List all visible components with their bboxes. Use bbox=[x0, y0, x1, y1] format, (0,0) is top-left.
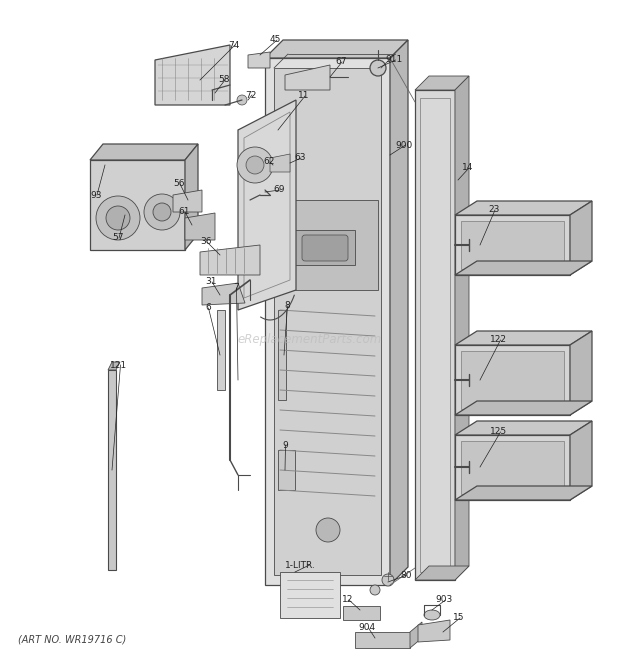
Polygon shape bbox=[277, 200, 378, 290]
Polygon shape bbox=[185, 144, 198, 250]
Text: 72: 72 bbox=[245, 91, 257, 100]
Polygon shape bbox=[390, 40, 408, 585]
Polygon shape bbox=[418, 620, 450, 642]
Text: 56: 56 bbox=[173, 180, 185, 188]
Circle shape bbox=[106, 206, 130, 230]
Text: 1-LITR.: 1-LITR. bbox=[285, 561, 316, 570]
Polygon shape bbox=[280, 572, 340, 618]
Circle shape bbox=[237, 95, 247, 105]
Polygon shape bbox=[455, 261, 592, 275]
Text: 69: 69 bbox=[273, 186, 285, 194]
Polygon shape bbox=[278, 310, 286, 400]
Polygon shape bbox=[108, 370, 116, 570]
Text: 904: 904 bbox=[358, 623, 375, 633]
Polygon shape bbox=[570, 331, 592, 415]
Polygon shape bbox=[200, 245, 260, 275]
Text: 61: 61 bbox=[178, 208, 190, 217]
Text: 7: 7 bbox=[233, 284, 239, 293]
Polygon shape bbox=[455, 331, 592, 345]
Circle shape bbox=[153, 203, 171, 221]
Polygon shape bbox=[90, 160, 185, 250]
Polygon shape bbox=[265, 58, 390, 585]
Text: 6: 6 bbox=[205, 303, 211, 313]
Polygon shape bbox=[461, 441, 564, 494]
Polygon shape bbox=[415, 566, 469, 580]
Polygon shape bbox=[355, 632, 410, 648]
Polygon shape bbox=[570, 201, 592, 275]
Text: (ART NO. WR19716 C): (ART NO. WR19716 C) bbox=[18, 635, 126, 645]
Text: eReplacementParts.com: eReplacementParts.com bbox=[238, 334, 382, 346]
Text: 62: 62 bbox=[263, 157, 275, 167]
Text: 8: 8 bbox=[284, 301, 290, 311]
Polygon shape bbox=[455, 76, 469, 580]
Polygon shape bbox=[202, 283, 245, 305]
Text: 125: 125 bbox=[490, 428, 507, 436]
Ellipse shape bbox=[424, 610, 440, 620]
Polygon shape bbox=[570, 421, 592, 500]
Polygon shape bbox=[285, 65, 330, 90]
Polygon shape bbox=[173, 190, 202, 212]
Circle shape bbox=[237, 147, 273, 183]
Text: 900: 900 bbox=[395, 141, 412, 149]
Text: 9: 9 bbox=[282, 440, 288, 449]
Polygon shape bbox=[455, 201, 592, 215]
Circle shape bbox=[144, 194, 180, 230]
Text: 14: 14 bbox=[462, 163, 474, 173]
Text: 57: 57 bbox=[112, 233, 123, 243]
Polygon shape bbox=[455, 421, 592, 435]
Text: 911: 911 bbox=[385, 56, 402, 65]
Polygon shape bbox=[278, 450, 295, 490]
Text: 23: 23 bbox=[488, 206, 499, 215]
Polygon shape bbox=[155, 45, 230, 105]
Polygon shape bbox=[343, 606, 380, 620]
Polygon shape bbox=[265, 40, 408, 58]
Circle shape bbox=[96, 196, 140, 240]
Text: 903: 903 bbox=[435, 596, 452, 605]
Polygon shape bbox=[238, 100, 296, 310]
Text: 122: 122 bbox=[490, 336, 507, 344]
Text: 12: 12 bbox=[342, 596, 353, 605]
Polygon shape bbox=[455, 215, 570, 275]
Text: 80: 80 bbox=[400, 570, 412, 580]
Polygon shape bbox=[455, 435, 570, 500]
Text: 93: 93 bbox=[90, 190, 102, 200]
FancyBboxPatch shape bbox=[302, 235, 348, 261]
Polygon shape bbox=[455, 401, 592, 415]
Polygon shape bbox=[461, 221, 564, 269]
Polygon shape bbox=[455, 486, 592, 500]
Polygon shape bbox=[90, 144, 198, 160]
Circle shape bbox=[370, 585, 380, 595]
Text: 15: 15 bbox=[453, 613, 464, 623]
Polygon shape bbox=[270, 154, 290, 172]
Polygon shape bbox=[410, 622, 422, 648]
Text: 36: 36 bbox=[200, 237, 211, 247]
Polygon shape bbox=[415, 90, 455, 580]
Text: 67: 67 bbox=[335, 58, 347, 67]
Circle shape bbox=[370, 60, 386, 76]
Circle shape bbox=[382, 574, 394, 586]
Text: 11: 11 bbox=[298, 91, 309, 100]
Text: 121: 121 bbox=[110, 360, 127, 369]
Polygon shape bbox=[185, 213, 215, 240]
Text: 58: 58 bbox=[218, 75, 229, 85]
Text: 63: 63 bbox=[294, 153, 306, 163]
Polygon shape bbox=[217, 310, 225, 390]
Polygon shape bbox=[248, 52, 270, 68]
Polygon shape bbox=[461, 351, 564, 409]
Circle shape bbox=[246, 156, 264, 174]
Text: 31: 31 bbox=[205, 278, 216, 286]
Polygon shape bbox=[108, 362, 120, 370]
Polygon shape bbox=[274, 68, 381, 575]
Text: 45: 45 bbox=[270, 36, 281, 44]
Polygon shape bbox=[455, 345, 570, 415]
Polygon shape bbox=[295, 230, 355, 265]
Polygon shape bbox=[415, 76, 469, 90]
Circle shape bbox=[316, 518, 340, 542]
Text: 74: 74 bbox=[228, 40, 239, 50]
